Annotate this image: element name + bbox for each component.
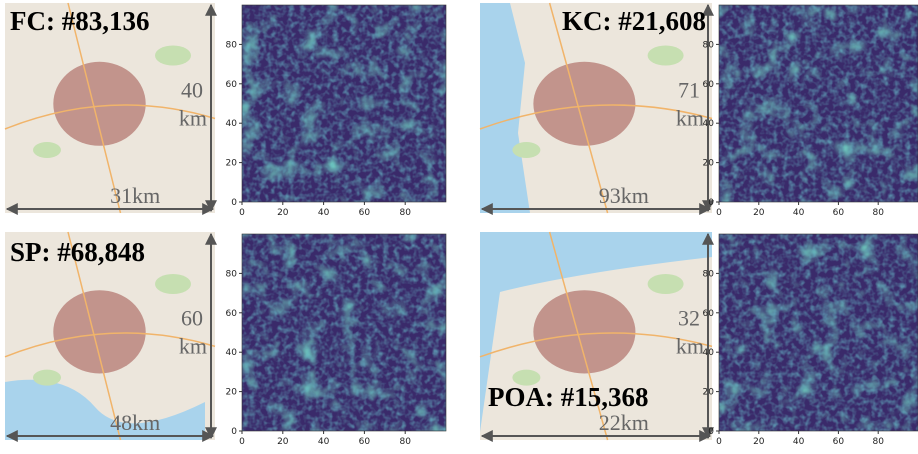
x-tick-label: 60 bbox=[359, 208, 371, 218]
park bbox=[33, 370, 61, 386]
x-tick-label: 20 bbox=[277, 437, 289, 447]
park bbox=[648, 274, 684, 294]
x-tick-label: 60 bbox=[833, 208, 845, 218]
height-value: 40 bbox=[181, 78, 203, 103]
urban bbox=[533, 290, 635, 373]
urban bbox=[53, 290, 145, 373]
x-tick-label: 80 bbox=[399, 437, 411, 447]
panel: 22km 32 km POA: #15,368 0 20 40 60 80 0 20 40 60 80 bbox=[480, 232, 918, 447]
y-tick-label: 20 bbox=[226, 159, 238, 169]
height-value: 60 bbox=[181, 306, 203, 331]
y-tick-label: 20 bbox=[703, 388, 715, 398]
y-tick-label: 20 bbox=[226, 388, 238, 398]
width-label: 48km bbox=[110, 410, 160, 435]
y-tick-label: 80 bbox=[226, 40, 238, 50]
x-tick-label: 0 bbox=[239, 208, 245, 218]
park bbox=[155, 46, 191, 66]
width-label: 31km bbox=[110, 183, 160, 208]
x-tick-label: 40 bbox=[793, 437, 805, 447]
y-tick-label: 60 bbox=[226, 80, 238, 90]
panel-label: POA: #15,368 bbox=[488, 382, 648, 412]
y-tick-label: 0 bbox=[231, 427, 237, 437]
urban bbox=[53, 62, 145, 146]
y-tick-label: 60 bbox=[703, 80, 715, 90]
x-tick-label: 20 bbox=[753, 208, 765, 218]
width-label: 93km bbox=[599, 183, 649, 208]
y-tick-label: 40 bbox=[226, 348, 238, 358]
panel-label: KC: #21,608 bbox=[562, 6, 706, 36]
x-tick-label: 0 bbox=[716, 437, 722, 447]
panel: 48km 60 km SP: #68,848 0 20 40 60 80 0 20 40 60 80 bbox=[5, 232, 446, 447]
height-unit: km bbox=[676, 334, 704, 359]
park bbox=[648, 46, 684, 66]
height-unit: km bbox=[179, 106, 207, 131]
figure: 31km40kmFC: #83,13602040608002040608093k… bbox=[0, 0, 918, 454]
width-label: 22km bbox=[599, 410, 649, 435]
y-tick-label: 0 bbox=[231, 198, 237, 208]
y-tick-label: 0 bbox=[708, 198, 714, 208]
heatmap-texture bbox=[719, 5, 918, 202]
urban bbox=[533, 62, 635, 146]
y-tick-label: 60 bbox=[226, 309, 238, 319]
x-tick-label: 20 bbox=[277, 208, 289, 218]
y-tick-label: 40 bbox=[703, 348, 715, 358]
park bbox=[512, 142, 540, 158]
height-unit: km bbox=[676, 106, 704, 131]
heatmap-texture bbox=[242, 234, 446, 431]
park bbox=[33, 142, 61, 158]
panel: 93km 71 km KC: #21,608 0 20 40 60 80 0 20 40 60 80 bbox=[480, 3, 918, 218]
x-tick-label: 40 bbox=[793, 208, 805, 218]
x-tick-label: 80 bbox=[872, 437, 884, 447]
x-tick-label: 0 bbox=[716, 208, 722, 218]
panel-label: SP: #68,848 bbox=[10, 237, 145, 267]
panel: 31km 40 km FC: #83,136 0 20 40 60 80 0 20 40 60 80 bbox=[5, 3, 446, 218]
y-tick-label: 80 bbox=[703, 269, 715, 279]
heatmap-texture bbox=[719, 234, 918, 431]
x-tick-label: 20 bbox=[753, 437, 765, 447]
x-tick-label: 40 bbox=[318, 437, 330, 447]
park bbox=[155, 274, 191, 294]
y-tick-label: 0 bbox=[708, 427, 714, 437]
x-tick-label: 80 bbox=[399, 208, 411, 218]
y-tick-label: 20 bbox=[703, 159, 715, 169]
y-tick-label: 40 bbox=[703, 119, 715, 129]
panel-label: FC: #83,136 bbox=[10, 6, 149, 36]
height-value: 71 bbox=[678, 78, 700, 103]
y-tick-label: 80 bbox=[703, 40, 715, 50]
height-value: 32 bbox=[678, 306, 700, 331]
y-tick-label: 40 bbox=[226, 119, 238, 129]
x-tick-label: 60 bbox=[359, 437, 371, 447]
x-tick-label: 60 bbox=[833, 437, 845, 447]
x-tick-label: 40 bbox=[318, 208, 330, 218]
x-tick-label: 80 bbox=[872, 208, 884, 218]
y-tick-label: 80 bbox=[226, 269, 238, 279]
heatmap-texture bbox=[242, 5, 446, 202]
height-unit: km bbox=[179, 334, 207, 359]
y-tick-label: 60 bbox=[703, 309, 715, 319]
x-tick-label: 0 bbox=[239, 437, 245, 447]
